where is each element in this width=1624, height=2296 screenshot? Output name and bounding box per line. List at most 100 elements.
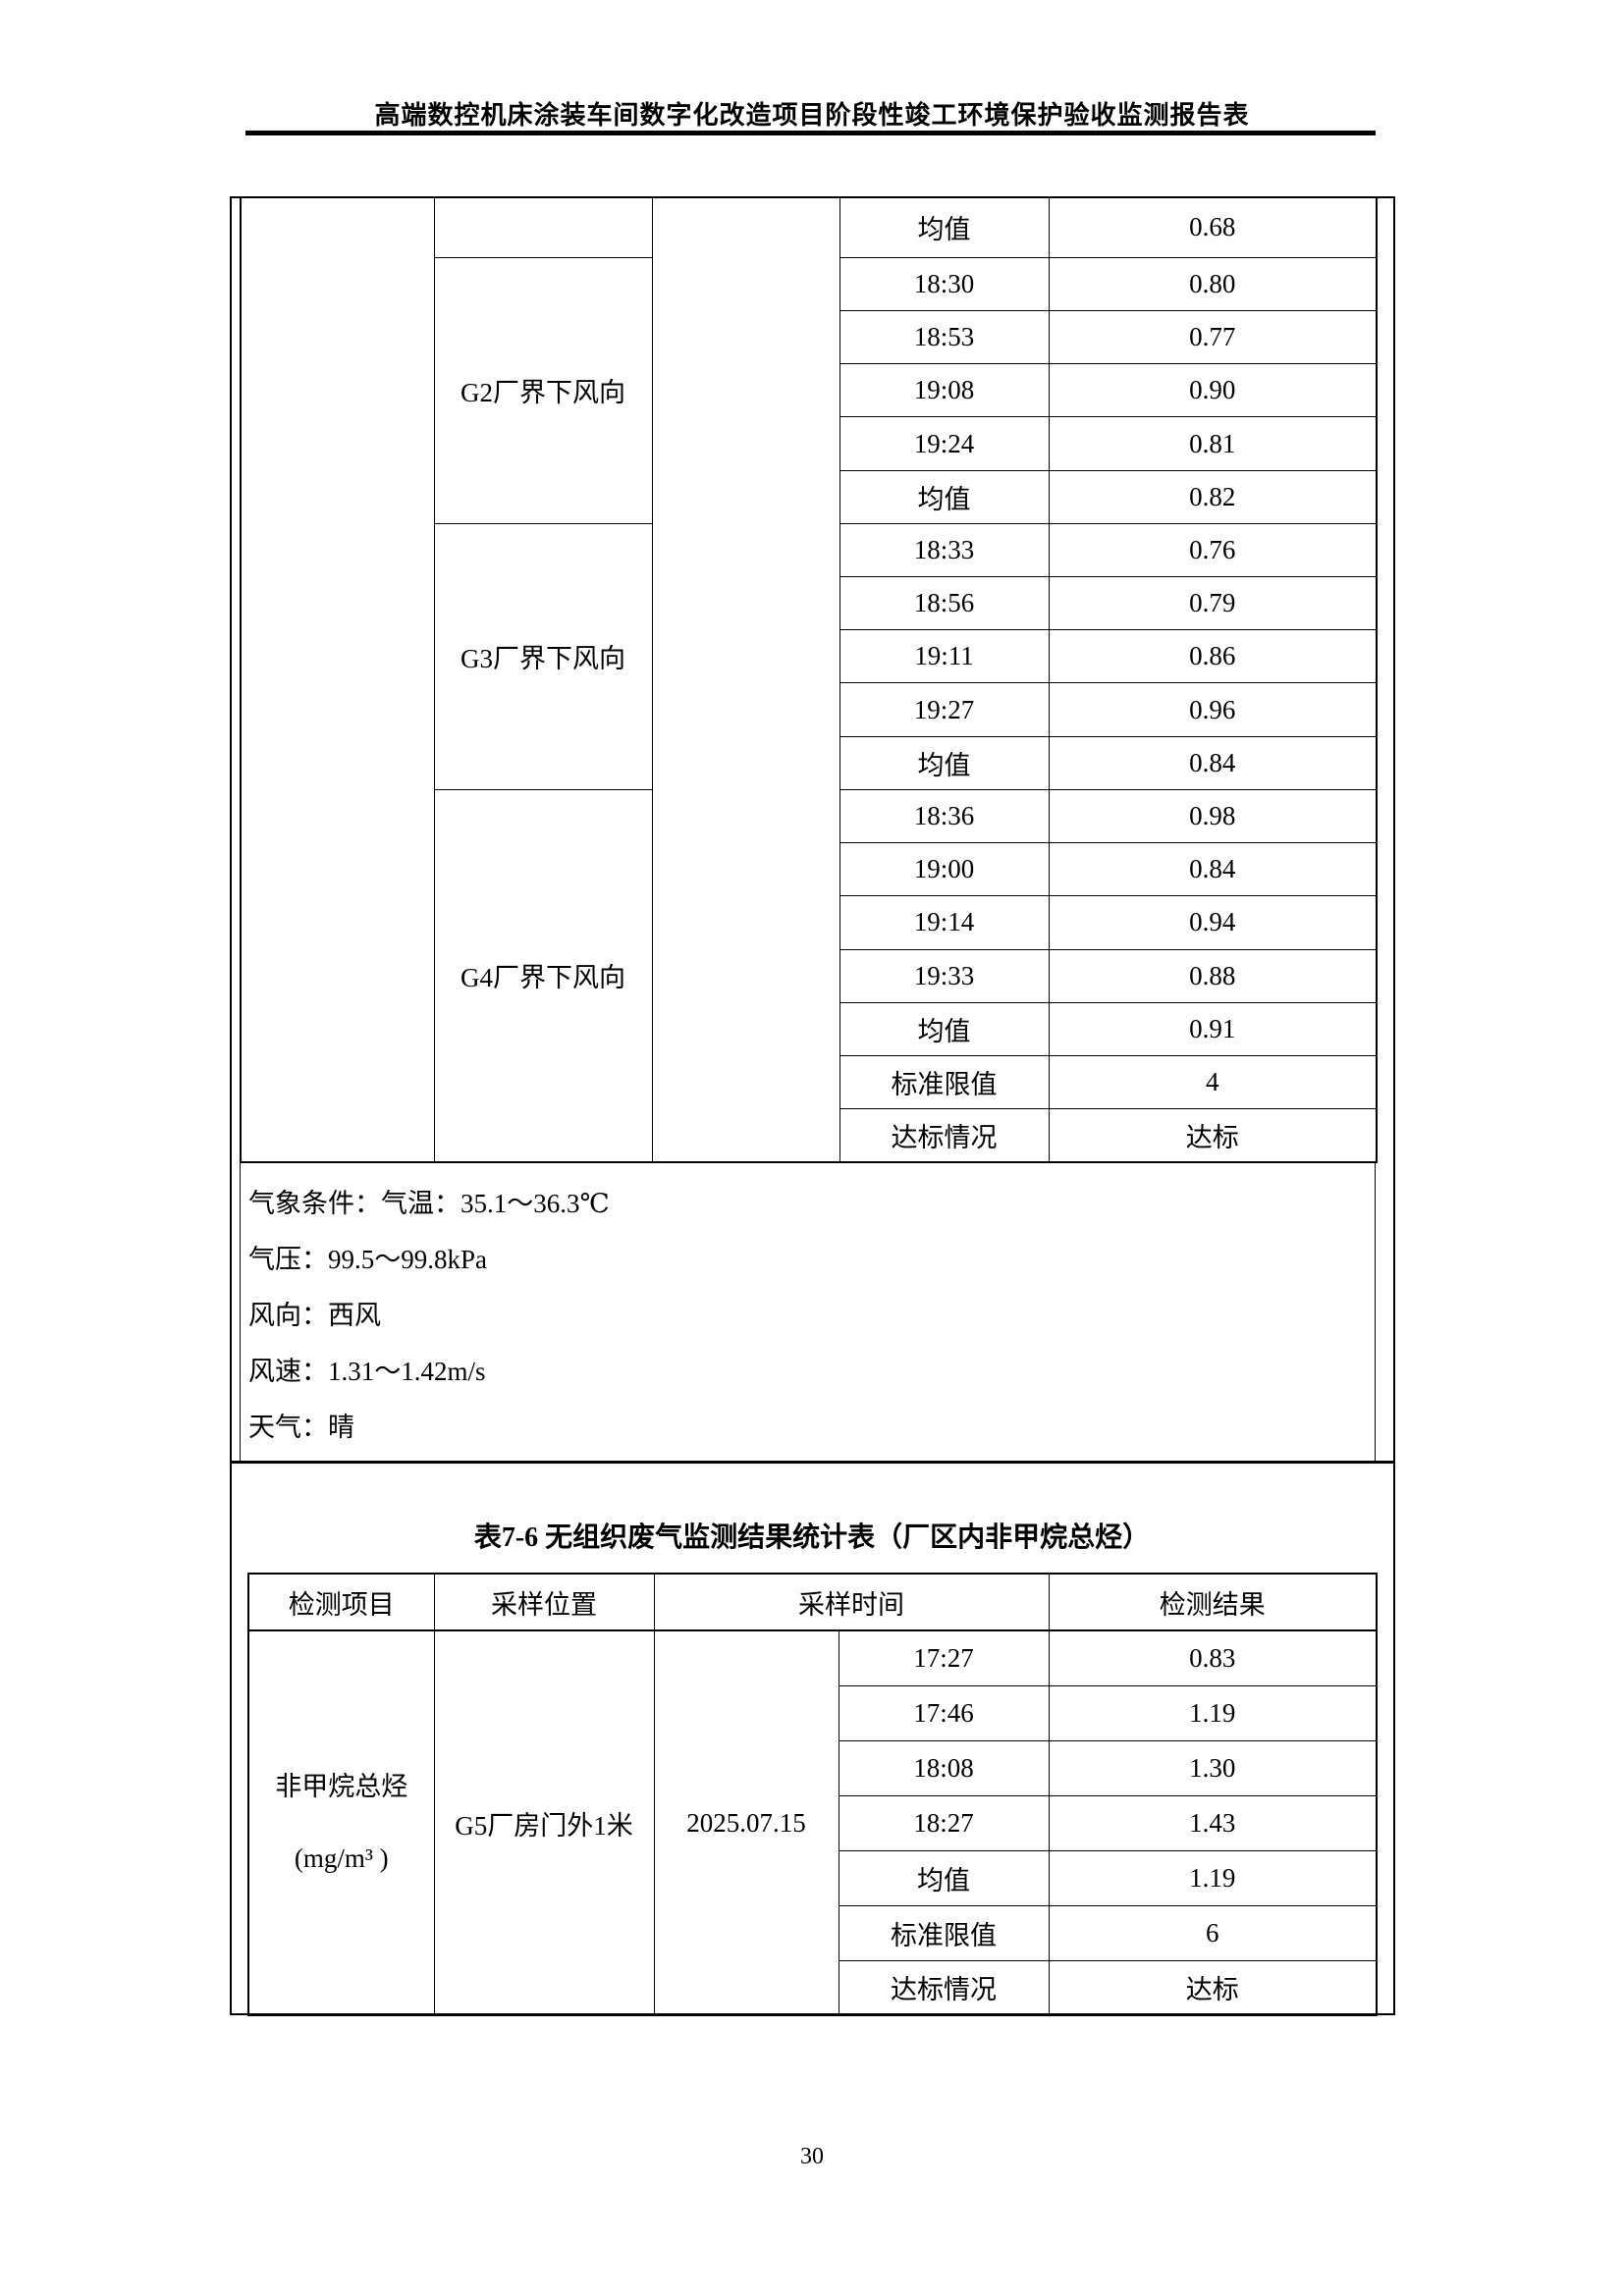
- header-item: 检测项目: [247, 1573, 435, 1631]
- time-cell: 均值: [838, 1849, 1050, 1906]
- value-cell: 0.68: [1048, 196, 1378, 258]
- table-row: 19:24 0.81: [241, 416, 1378, 471]
- time-cell: 18:56: [839, 576, 1050, 631]
- value-cell: 0.77: [1048, 309, 1378, 365]
- table-row: 均值 1.19: [248, 1849, 1378, 1906]
- value-cell: 0.81: [1048, 416, 1378, 471]
- outer-frame-middle-border: [230, 1461, 1395, 1464]
- location-cell-g3: G3厂界下风向: [433, 522, 653, 790]
- value-cell: 0.90: [1048, 363, 1378, 418]
- compliance-value-cell: 达标: [1048, 1108, 1378, 1163]
- value-cell: 0.76: [1048, 522, 1378, 578]
- value-cell: 1.19: [1048, 1684, 1378, 1741]
- time-cell: 18:36: [839, 788, 1050, 844]
- limit-label-cell: 标准限值: [838, 1904, 1050, 1961]
- table-row: 均值 0.82: [241, 469, 1378, 524]
- table-row: 19:11 0.86: [241, 629, 1378, 684]
- value-cell: 1.19: [1048, 1849, 1378, 1906]
- outer-frame-left-border: [230, 196, 232, 2015]
- value-cell: 1.43: [1048, 1794, 1378, 1851]
- weather-line-sky: 天气：晴: [248, 1413, 354, 1442]
- value-cell: 0.98: [1048, 788, 1378, 844]
- table-row: 均值 0.68: [240, 196, 1378, 1163]
- time-cell: 17:27: [838, 1629, 1050, 1686]
- header-result: 检测结果: [1048, 1573, 1378, 1631]
- time-cell: 19:11: [839, 629, 1050, 684]
- time-cell: 18:53: [839, 309, 1050, 365]
- weather-line-wind-direction: 风向：西风: [248, 1301, 381, 1330]
- date-column-empty-cell: [651, 196, 840, 1163]
- time-cell: 19:00: [839, 842, 1050, 897]
- value-cell: 0.88: [1048, 948, 1378, 1003]
- time-cell: 18:30: [839, 256, 1050, 311]
- table-row: 19:33 0.88: [241, 948, 1378, 1003]
- table-row: G3厂界下风向 18:33 0.76: [241, 522, 1378, 790]
- time-cell: 均值: [839, 469, 1050, 524]
- time-cell: 均值: [839, 196, 1050, 258]
- value-cell: 0.86: [1048, 629, 1378, 684]
- compliance-label-cell: 达标情况: [838, 1959, 1050, 2016]
- compliance-value-cell: 达标: [1048, 1959, 1378, 2016]
- location-empty-cell: [433, 196, 653, 258]
- item-column-empty-cell: [240, 196, 435, 1163]
- outer-frame-right-border: [1393, 196, 1395, 2015]
- table-row: 19:27 0.96: [241, 682, 1378, 737]
- table-row: 非甲烷总烃 (mg/m³ ) G5厂房门外1米 2025.07.15 17:27…: [247, 1629, 1378, 2016]
- value-cell: 0.84: [1048, 735, 1378, 790]
- table-row: 达标情况 达标: [241, 1108, 1378, 1163]
- time-cell: 19:33: [839, 948, 1050, 1003]
- weather-line-pressure: 气压：99.5～99.8kPa: [248, 1245, 487, 1274]
- value-cell: 0.79: [1048, 576, 1378, 631]
- table-row: 18:08 1.30: [248, 1739, 1378, 1796]
- value-cell: 0.83: [1048, 1629, 1378, 1686]
- table-header-row: 检测项目 采样位置 采样时间 检测结果: [247, 1573, 1378, 1631]
- weather-line-temperature: 气象条件：气温：35.1～36.3℃: [248, 1189, 610, 1218]
- value-cell: 1.30: [1048, 1739, 1378, 1796]
- location-cell-g4: G4厂界下风向: [433, 788, 653, 1163]
- item-name: 非甲烷总烃: [275, 1772, 408, 1802]
- time-cell: 19:14: [839, 895, 1050, 950]
- value-cell: 0.80: [1048, 256, 1378, 311]
- table-row: 均值 0.84: [241, 735, 1378, 790]
- time-cell: 18:08: [838, 1739, 1050, 1796]
- table-row: 18:53 0.77: [241, 309, 1378, 365]
- table-row: G2厂界下风向 18:30 0.80: [241, 256, 1378, 524]
- item-unit: (mg/m³ ): [294, 1843, 389, 1873]
- page-header-title: 高端数控机床涂装车间数字化改造项目阶段性竣工环境保护验收监测报告表: [374, 101, 1250, 130]
- location-cell-g5: G5厂房门外1米: [433, 1629, 655, 2016]
- monitoring-results-table-continued: 均值 0.68 G2厂界下风向 18:30 0.80 18:53 0.77 19…: [240, 196, 1378, 1163]
- weather-conditions-block: 气象条件：气温：35.1～36.3℃ 气压：99.5～99.8kPa 风向：西风…: [240, 1163, 1376, 1463]
- compliance-label-cell: 达标情况: [839, 1108, 1050, 1163]
- table-row: 18:56 0.79: [241, 576, 1378, 631]
- table-row: G4厂界下风向 18:36 0.98: [241, 788, 1378, 1163]
- table-row: 均值 0.91: [241, 1001, 1378, 1057]
- time-cell: 19:08: [839, 363, 1050, 418]
- value-cell: 0.84: [1048, 842, 1378, 897]
- time-cell: 19:24: [839, 416, 1050, 471]
- table-row: 19:14 0.94: [241, 895, 1378, 950]
- weather-line-wind-speed: 风速：1.31～1.42m/s: [248, 1357, 486, 1386]
- table-row: 达标情况 达标: [248, 1959, 1378, 2016]
- value-cell: 0.82: [1048, 469, 1378, 524]
- value-cell: 0.94: [1048, 895, 1378, 950]
- time-cell: 均值: [839, 1001, 1050, 1057]
- time-cell: 均值: [839, 735, 1050, 790]
- limit-value-cell: 4: [1048, 1055, 1378, 1110]
- table-row: 19:08 0.90: [241, 363, 1378, 418]
- table7-6-title: 表7-6 无组织废气监测结果统计表（厂区内非甲烷总烃）: [473, 1522, 1151, 1553]
- item-cell-nmhc: 非甲烷总烃 (mg/m³ ): [247, 1629, 435, 2016]
- location-cell-g2: G2厂界下风向: [433, 256, 653, 524]
- time-cell: 19:27: [839, 682, 1050, 737]
- header-location: 采样位置: [433, 1573, 655, 1631]
- page-number: 30: [800, 2144, 824, 2169]
- header-sampling-time: 采样时间: [653, 1573, 1050, 1631]
- time-cell: 18:27: [838, 1794, 1050, 1851]
- sampling-date-cell: 2025.07.15: [653, 1629, 839, 2016]
- header-rule: [245, 131, 1376, 135]
- value-cell: 0.91: [1048, 1001, 1378, 1057]
- time-cell: 18:33: [839, 522, 1050, 578]
- table-row: 19:00 0.84: [241, 842, 1378, 897]
- value-cell: 0.96: [1048, 682, 1378, 737]
- limit-value-cell: 6: [1048, 1904, 1378, 1961]
